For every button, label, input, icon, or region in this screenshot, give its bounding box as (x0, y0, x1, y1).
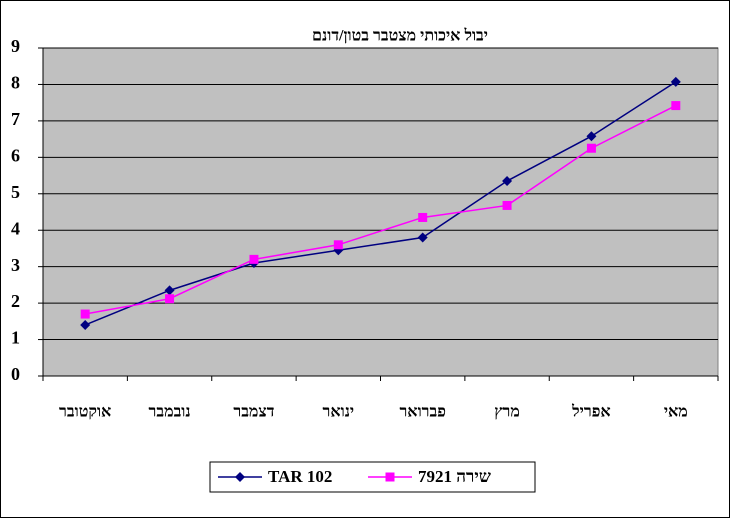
y-tick-label: 0 (11, 364, 20, 384)
x-tick-label: אוקטובר (59, 404, 111, 421)
y-tick-label: 1 (11, 328, 20, 348)
y-tick-label: 9 (11, 36, 20, 56)
y-tick-label: 7 (11, 109, 20, 129)
y-tick-label: 5 (11, 182, 20, 202)
marker (165, 294, 175, 304)
marker (670, 76, 681, 87)
marker (586, 143, 596, 153)
x-tick-label: מאי (664, 404, 688, 421)
series-line (85, 104, 677, 315)
marker (333, 240, 343, 250)
y-tick-label: 4 (11, 218, 20, 238)
plot-area (42, 47, 719, 377)
marker (502, 200, 512, 210)
x-tick-label: פברואר (399, 404, 446, 421)
marker (80, 319, 91, 330)
series-line (84, 81, 677, 326)
y-tick-label: 8 (11, 73, 20, 93)
marker (235, 472, 245, 482)
x-tick-label: נובמבר (149, 404, 191, 421)
legend-label: שירה 7921 (418, 467, 491, 486)
marker (80, 309, 90, 319)
marker (417, 232, 428, 243)
marker (586, 131, 597, 142)
marker (249, 254, 259, 264)
marker (418, 212, 428, 222)
marker (671, 101, 681, 111)
x-tick-label: דצמבר (233, 404, 274, 421)
x-tick-label: אפריל (571, 403, 611, 421)
chart-title: יבול איכותי מצטבר בטון/דונם (312, 27, 488, 45)
marker (164, 285, 175, 296)
marker (502, 176, 513, 187)
y-tick-label: 3 (11, 255, 20, 275)
y-tick-label: 6 (11, 145, 20, 165)
x-tick-label: ינואר (323, 404, 355, 421)
marker (385, 472, 395, 482)
y-tick-label: 2 (11, 291, 20, 311)
legend-label: TAR 102 (268, 467, 332, 486)
x-tick-label: מרץ (494, 404, 520, 421)
